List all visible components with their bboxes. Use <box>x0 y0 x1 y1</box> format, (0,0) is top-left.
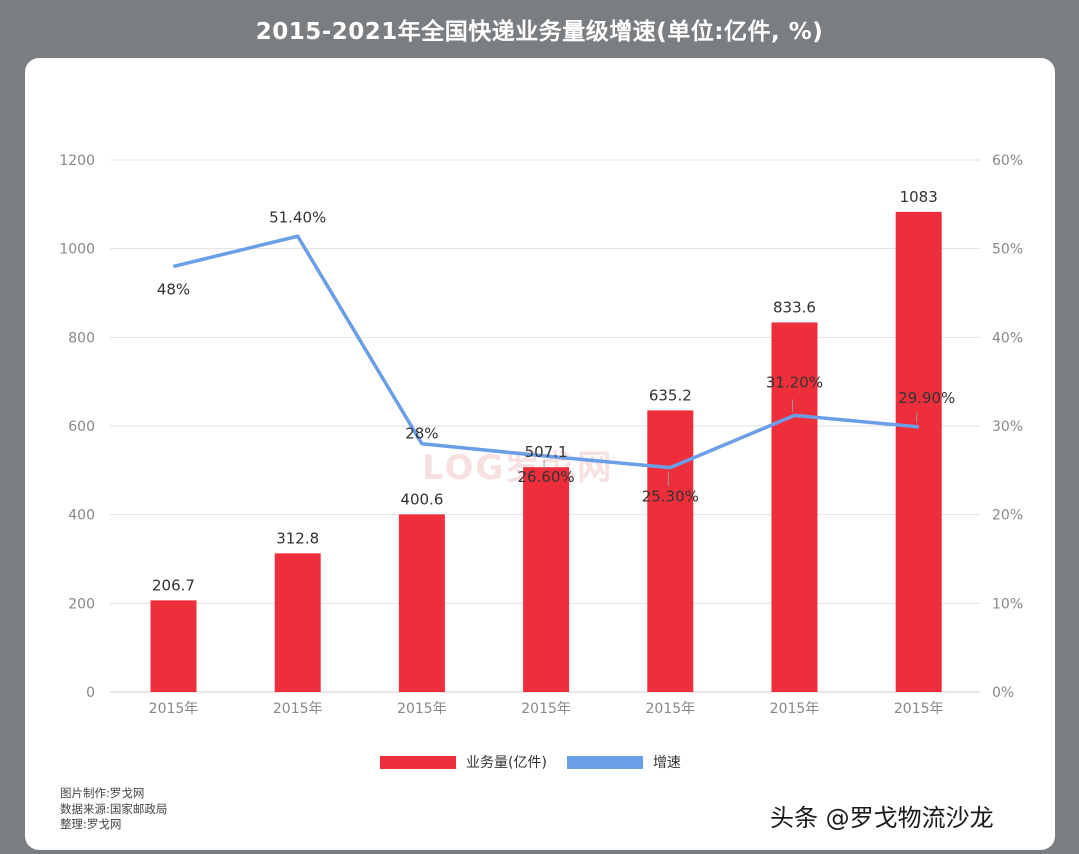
x-tick-label: 2015年 <box>149 701 199 717</box>
line-value-label: 31.20% <box>766 373 823 391</box>
note-compiler: 整理:罗戈网 <box>60 817 122 831</box>
chart-header: 2015-2021年全国快递业务量级增速(单位:亿件, %) <box>0 0 1079 58</box>
line-point <box>669 467 671 469</box>
toutiao-watermark: 头条 @罗戈物流沙龙 <box>770 804 994 832</box>
line-point <box>421 443 423 445</box>
y-right-tick-label: 10% <box>992 596 1023 612</box>
bar <box>647 410 694 692</box>
bar <box>150 600 197 692</box>
line-value-label: 51.40% <box>269 208 326 226</box>
y-left-tick-label: 800 <box>68 330 95 346</box>
line-point <box>173 265 174 267</box>
line-value-label: 29.90% <box>898 389 955 407</box>
line-value-label: 25.30% <box>642 488 699 506</box>
note-maker: 图片制作:罗戈网 <box>60 786 145 800</box>
legend-item-bar[interactable]: 业务量(亿件) <box>380 752 547 772</box>
line-value-label: 26.60% <box>517 468 574 486</box>
note-source: 数据来源:国家邮政局 <box>60 801 168 816</box>
y-right-tick-label: 60% <box>992 153 1023 169</box>
line-point <box>794 414 795 416</box>
bar-value-label: 635.2 <box>649 386 692 404</box>
bar-value-label: 507.1 <box>525 443 568 461</box>
bar <box>274 553 321 692</box>
line-point <box>545 455 547 457</box>
line-value-label: 28% <box>405 425 438 443</box>
bar-value-label: 1083 <box>900 188 938 206</box>
data-labels: 206.7 312.8 400.6 507.1 635.2 833.6 1083 48% 51.… <box>152 188 955 594</box>
bar <box>771 322 818 692</box>
legend-label-bar: 业务量(亿件) <box>466 755 547 771</box>
x-tick-label: 2015年 <box>894 701 944 717</box>
x-tick-label: 2015年 <box>770 701 820 717</box>
chart-title: 2015-2021年全国快递业务量级增速(单位:亿件, %) <box>255 19 824 45</box>
y-right-tick-label: 20% <box>992 508 1023 524</box>
bar <box>895 211 942 692</box>
y-left-tick-label: 200 <box>68 596 95 612</box>
y-left-tick-label: 600 <box>68 419 95 435</box>
bar <box>398 514 445 692</box>
line-point <box>918 426 920 428</box>
chart-legend: 业务量(亿件) 增速 <box>380 752 681 772</box>
y-right-tick-label: 30% <box>992 419 1023 435</box>
x-tick-label: 2015年 <box>645 701 695 717</box>
bar <box>523 467 570 692</box>
x-tick-label: 2015年 <box>397 701 447 717</box>
line-point <box>297 235 299 237</box>
grid-lines <box>110 159 980 693</box>
bar-series <box>150 211 942 692</box>
bar-value-label: 206.7 <box>152 576 195 594</box>
legend-label-line: 增速 <box>652 755 681 771</box>
line-value-label: 48% <box>157 280 190 298</box>
bar-value-label: 400.6 <box>400 490 443 508</box>
y-right-tick-label: 50% <box>992 242 1023 258</box>
x-tick-label: 2015年 <box>273 701 323 717</box>
line-series <box>173 234 920 470</box>
y-left-tick-label: 1000 <box>59 242 95 258</box>
y-right-tick-label: 0% <box>992 685 1014 701</box>
legend-swatch-line <box>566 755 643 769</box>
bar-value-label: 833.6 <box>773 298 816 316</box>
source-notes: 图片制作:罗戈网 数据来源:国家邮政局 整理:罗戈网 <box>60 786 167 833</box>
legend-item-line[interactable]: 增速 <box>566 752 681 772</box>
axis-labels: 0 200 400 600 800 1000 1200 0% 10% 20% 30% 40% 50% 60… <box>59 153 1023 717</box>
y-left-tick-label: 0 <box>86 685 95 701</box>
y-left-tick-label: 1200 <box>59 153 95 169</box>
y-left-tick-label: 400 <box>68 508 95 524</box>
bar-value-label: 312.8 <box>276 529 319 547</box>
x-tick-label: 2015年 <box>521 701 571 717</box>
legend-swatch-bar <box>380 755 456 769</box>
y-right-tick-label: 40% <box>992 330 1023 346</box>
